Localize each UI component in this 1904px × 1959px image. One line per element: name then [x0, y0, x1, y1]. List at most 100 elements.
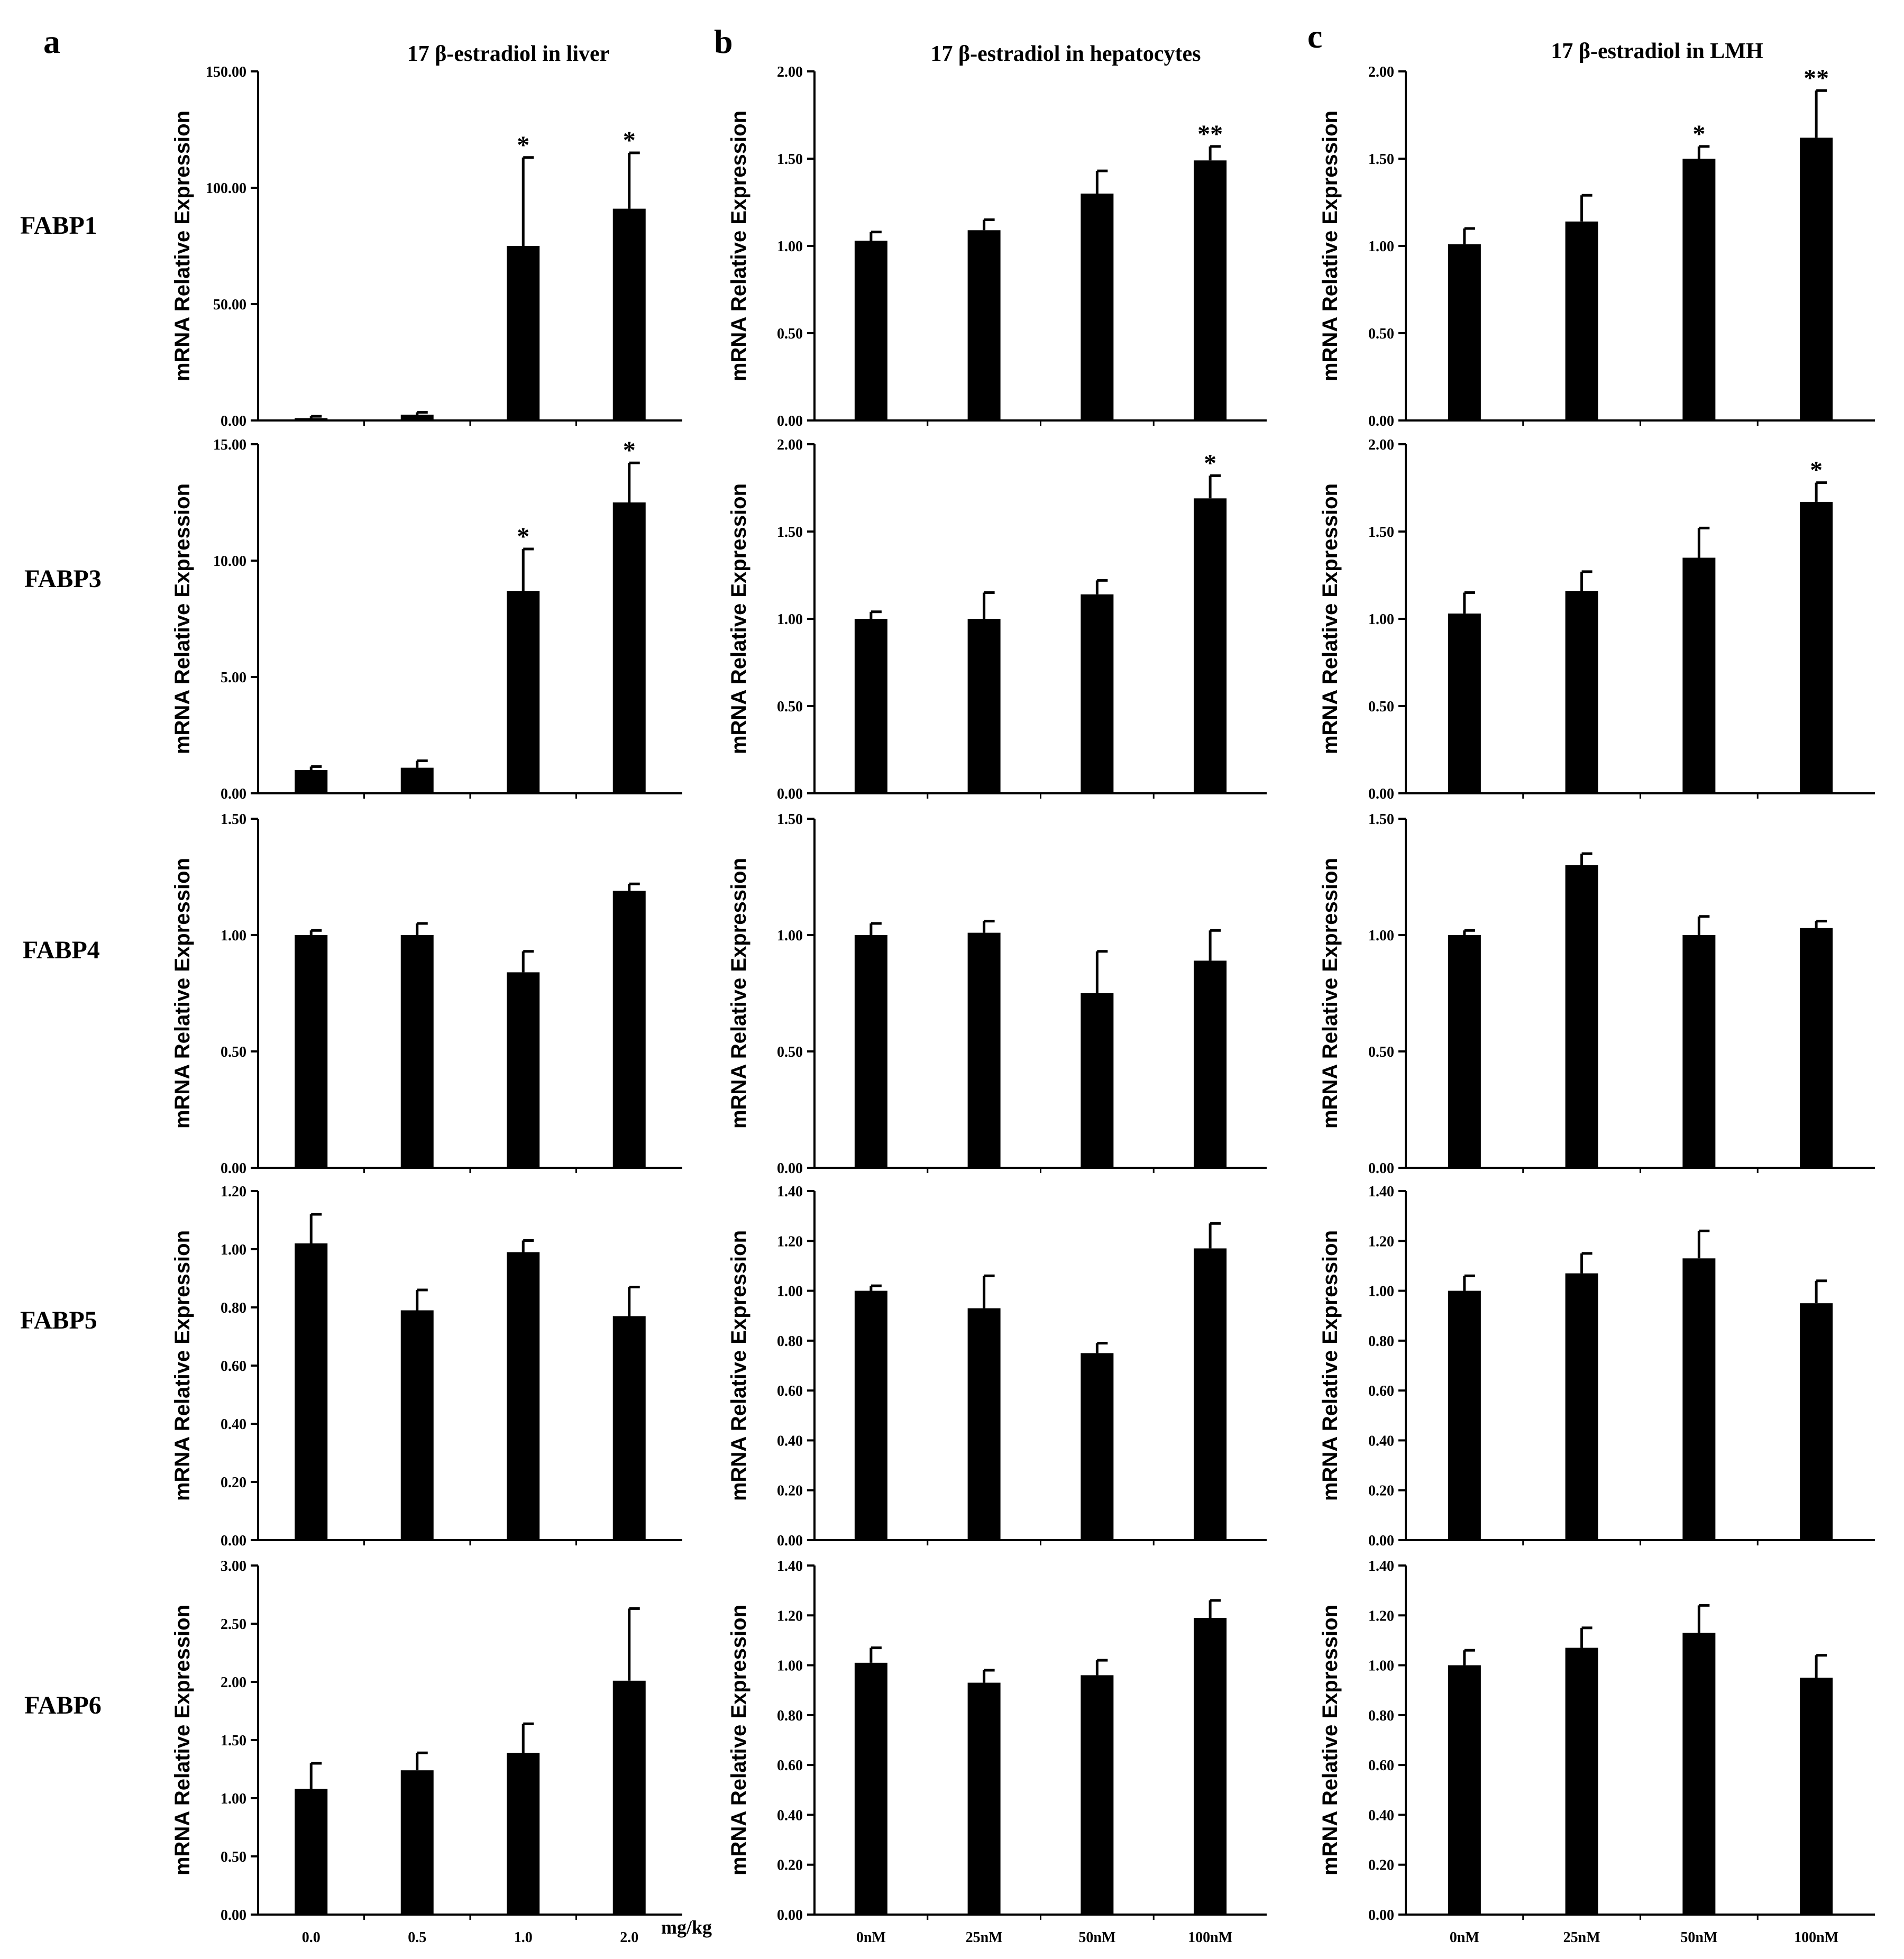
y-tick-label: 0.00: [777, 1907, 803, 1924]
bar-25nM: [967, 932, 1001, 1168]
y-tick-label: 1.50: [1368, 524, 1394, 541]
y-tick-label: 1.00: [1368, 239, 1394, 255]
bar-2.0: [612, 1316, 646, 1540]
y-tick-label: 0.40: [1368, 1807, 1394, 1824]
bar-1.0: [507, 972, 540, 1168]
significance-marker: *: [517, 523, 529, 551]
y-axis-label: mRNA Relative Expression: [727, 1230, 750, 1501]
y-tick-label: 0.20: [221, 1475, 246, 1491]
y-tick-label: 0.50: [777, 699, 803, 715]
bar-0nM: [854, 241, 887, 420]
y-tick-label: 0.80: [221, 1300, 246, 1316]
y-tick-label: 0.60: [221, 1358, 246, 1375]
chart-panel-a-fabp6: 0.00 0.50 1.00 1.50 2.00 2.50 3.00 mRNA Relativ…: [171, 1558, 682, 1946]
chart-panel-b-fabp1: 0.00 0.50 1.00 1.50 2.00 mRNA Relative Expres…: [727, 64, 1267, 429]
y-tick-label: 1.40: [1368, 1184, 1394, 1200]
y-tick-label: 0.00: [221, 786, 246, 802]
bar-2.0: [612, 1680, 646, 1915]
bar-100nM: [1194, 1618, 1227, 1915]
bar-0.0: [295, 770, 328, 793]
y-tick-label: 0.40: [777, 1807, 803, 1824]
y-tick-label: 1.50: [1368, 811, 1394, 828]
bar-100nM: [1194, 1248, 1227, 1540]
y-tick-label: 3.00: [221, 1558, 246, 1574]
y-tick-label: 0.40: [221, 1416, 246, 1433]
y-tick-label: 0.50: [1368, 699, 1394, 715]
y-tick-label: 1.00: [777, 928, 803, 944]
y-axis-label: mRNA Relative Expression: [171, 1230, 194, 1501]
y-axis-label: mRNA Relative Expression: [1319, 858, 1342, 1129]
row-label-fabp3: FABP3: [24, 565, 102, 593]
y-tick-label: 0.50: [777, 1044, 803, 1060]
chart-panel-b-fabp6: 0.00 0.20 0.40 0.60 0.80 1.00 1.20 1.40 mRNA Rel…: [727, 1558, 1267, 1946]
y-tick-label: 0.50: [221, 1849, 246, 1865]
bar-1.0: [507, 1753, 540, 1915]
bar-0.0: [295, 1789, 328, 1915]
y-tick-label: 1.00: [777, 239, 803, 255]
y-axis-label: mRNA Relative Expression: [171, 483, 194, 754]
y-tick-label: 1.00: [221, 1242, 246, 1258]
significance-marker: **: [1804, 64, 1829, 92]
y-tick-label: 2.00: [1368, 437, 1394, 453]
chart-panel-c-fabp1: 0.00 0.50 1.00 1.50 2.00 mRNA Relative Expres…: [1319, 64, 1875, 429]
y-tick-label: 1.40: [777, 1558, 803, 1574]
y-tick-label: 0.80: [777, 1333, 803, 1350]
bar-0.5: [400, 415, 434, 420]
y-tick-label: 0.80: [1368, 1333, 1394, 1350]
bar-50nM: [1081, 594, 1114, 793]
chart-panel-c-fabp6: 0.00 0.20 0.40 0.60 0.80 1.00 1.20 1.40 mRNA Rel…: [1319, 1558, 1875, 1946]
column-title-lmh: 17 β-estradiol in LMH: [1551, 39, 1763, 63]
y-tick-label: 0.50: [1368, 1044, 1394, 1060]
bar-0nM: [1448, 935, 1481, 1168]
y-tick-label: 1.20: [1368, 1608, 1394, 1624]
bar-0nM: [1448, 244, 1481, 420]
y-axis-label: mRNA Relative Expression: [1319, 1605, 1342, 1875]
y-tick-label: 0.50: [221, 1044, 246, 1060]
chart-panel-a-fabp4: 0.00 0.50 1.00 1.50 mRNA Relative Expression: [171, 811, 682, 1177]
chart-panel-a-fabp3: 0.00 5.00 10.00 15.00 mRNA Relative Expressi…: [171, 436, 682, 802]
bar-25nM: [967, 230, 1001, 420]
x-tick-label: 0nM: [856, 1929, 886, 1946]
bar-100nM: [1800, 501, 1833, 793]
x-tick-label: 0nM: [1450, 1929, 1479, 1946]
column-letter-a: a: [43, 23, 60, 60]
y-tick-label: 0.00: [1368, 1907, 1394, 1924]
y-tick-label: 0.80: [777, 1708, 803, 1724]
x-tick-label: 100nM: [1794, 1929, 1838, 1946]
y-axis-label: mRNA Relative Expression: [727, 1605, 750, 1875]
bar-0nM: [1448, 1290, 1481, 1540]
y-tick-label: 1.40: [1368, 1558, 1394, 1574]
y-tick-label: 2.00: [777, 437, 803, 453]
bar-1.0: [507, 1252, 540, 1540]
bar-25nM: [967, 1308, 1001, 1540]
y-axis-label: mRNA Relative Expression: [171, 111, 194, 381]
y-tick-label: 5.00: [221, 670, 246, 686]
chart-panel-a-fabp1: 0.00 50.00 100.00 150.00 mRNA Relative Expre…: [171, 64, 682, 429]
row-label-fabp5: FABP5: [20, 1306, 97, 1334]
bar-0nM: [1448, 1665, 1481, 1915]
bar-25nM: [1565, 591, 1598, 793]
column-letter-b: b: [714, 23, 733, 60]
y-tick-label: 1.20: [777, 1608, 803, 1624]
y-tick-label: 0.00: [221, 1907, 246, 1924]
bar-25nM: [1565, 221, 1598, 420]
y-axis-label: mRNA Relative Expression: [1319, 483, 1342, 754]
y-axis-label: mRNA Relative Expression: [727, 858, 750, 1129]
chart-panel-a-fabp5: 0.00 0.20 0.40 0.60 0.80 1.00 1.20 mRNA Relativ…: [171, 1184, 682, 1549]
significance-marker: *: [623, 436, 636, 464]
y-tick-label: 0.20: [777, 1483, 803, 1499]
bar-0.0: [295, 418, 328, 420]
y-axis-label: mRNA Relative Expression: [1319, 111, 1342, 381]
y-tick-label: 150.00: [206, 64, 246, 80]
x-tick-label: 25nM: [1563, 1929, 1600, 1946]
y-tick-label: 1.20: [777, 1233, 803, 1250]
y-tick-label: 1.00: [777, 1658, 803, 1674]
y-tick-label: 0.50: [777, 326, 803, 342]
bar-0nM: [854, 1290, 887, 1540]
y-tick-label: 1.00: [1368, 611, 1394, 628]
bar-100nM: [1194, 498, 1227, 793]
bar-50nM: [1682, 1258, 1716, 1540]
significance-marker: *: [1204, 449, 1216, 477]
y-tick-label: 10.00: [213, 553, 246, 570]
y-tick-label: 0.00: [1368, 786, 1394, 802]
